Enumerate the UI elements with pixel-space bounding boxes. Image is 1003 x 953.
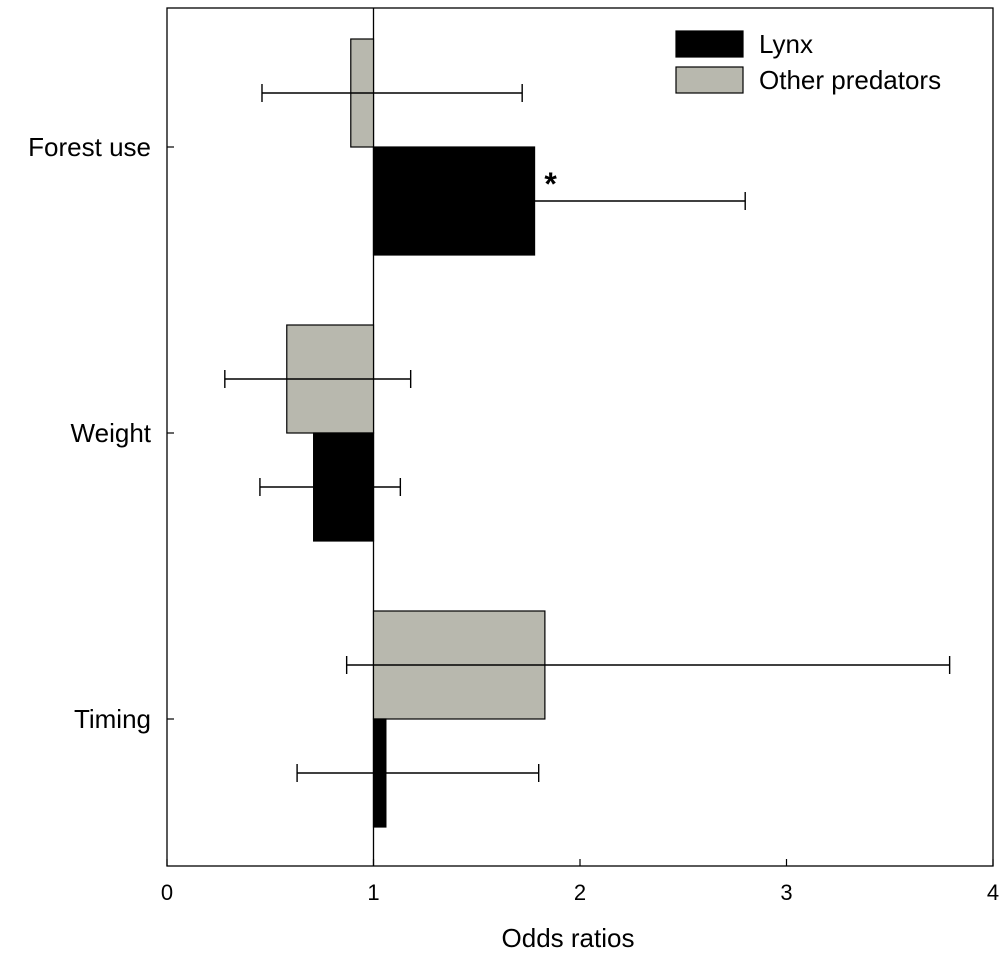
legend-label: Other predators — [759, 65, 941, 95]
x-axis-title: Odds ratios — [502, 923, 635, 953]
bar-lynx — [372, 146, 536, 256]
x-axis-ticks: 0 1 2 3 4 — [161, 859, 999, 905]
plot-area — [166, 7, 994, 867]
x-tick-label: 3 — [780, 880, 792, 905]
legend-swatch — [675, 30, 744, 58]
y-category-label: Weight — [71, 418, 152, 448]
x-tick-label: 2 — [574, 880, 586, 905]
x-tick-label: 1 — [367, 880, 379, 905]
bars — [286, 38, 546, 828]
x-tick-label: 4 — [987, 880, 999, 905]
legend: Lynx Other predators — [675, 29, 941, 95]
annotations: * — [544, 166, 557, 202]
y-axis-ticks: Forest use Weight Timing — [28, 132, 174, 734]
y-category-label: Forest use — [28, 132, 151, 162]
legend-label: Lynx — [759, 29, 813, 59]
y-category-label: Timing — [74, 704, 151, 734]
plot-frame — [166, 7, 994, 867]
significance-label: * — [544, 166, 557, 202]
legend-swatch — [675, 66, 744, 94]
error-bars — [224, 84, 951, 782]
x-tick-label: 0 — [161, 880, 173, 905]
